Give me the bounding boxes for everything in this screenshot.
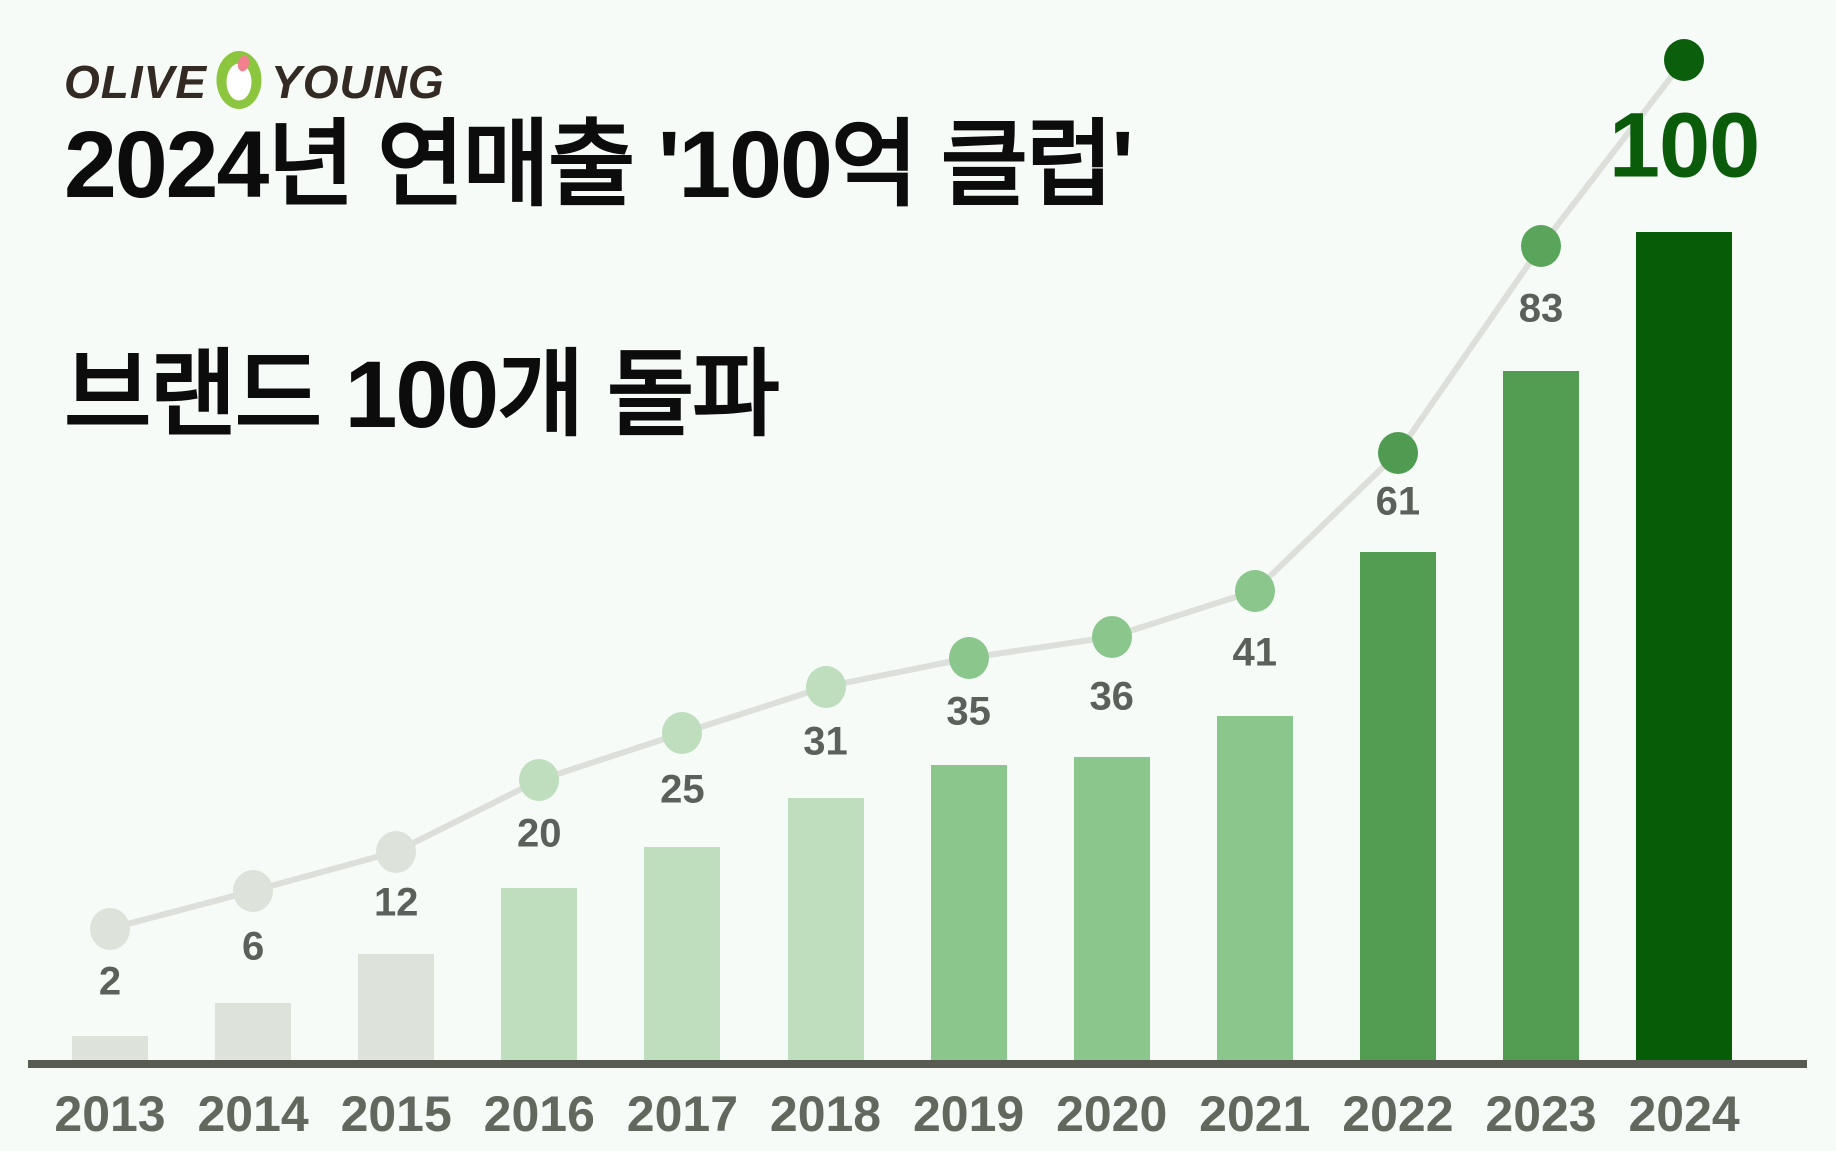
trend-dot-2023 <box>1521 225 1561 268</box>
page-title: 2024년 연매출 '100억 클럽' 브랜드 100개 돌파 <box>64 108 1134 453</box>
trend-dot-2022 <box>1377 431 1418 474</box>
year-label-2014: 2014 <box>197 1086 309 1142</box>
year-label-2023: 2023 <box>1485 1086 1597 1142</box>
value-label-2022: 61 <box>1375 479 1421 524</box>
page-title-line1: 2024년 연매출 '100억 클럽' <box>64 112 1134 218</box>
trend-dot-2018 <box>805 665 846 708</box>
bar-2019 <box>930 765 1007 1060</box>
value-label-2024: 100 <box>1608 94 1760 197</box>
x-axis-line <box>28 1060 1807 1068</box>
year-label-2022: 2022 <box>1342 1086 1454 1142</box>
logo-word-olive: OLIVE <box>64 56 208 108</box>
year-label-2024: 2024 <box>1628 1086 1740 1142</box>
trend-dot-2014 <box>233 869 274 912</box>
bar-2018 <box>787 797 864 1060</box>
trend-dot-2013 <box>90 907 130 950</box>
olive-young-logo: OLIVE YOUNG <box>64 50 445 110</box>
value-label-2018: 31 <box>803 719 848 764</box>
trend-dot-2024 <box>1664 39 1705 81</box>
year-label-2018: 2018 <box>769 1086 882 1142</box>
bar-2015 <box>358 953 435 1060</box>
year-label-2013: 2013 <box>54 1086 166 1142</box>
trend-dot-2021 <box>1234 569 1275 612</box>
year-label-2021: 2021 <box>1199 1086 1311 1142</box>
bar-2023 <box>1503 371 1579 1060</box>
bar-2017 <box>644 847 721 1060</box>
value-label-2020: 36 <box>1089 674 1134 719</box>
bar-2024 <box>1636 232 1733 1060</box>
value-label-2023: 83 <box>1518 286 1564 331</box>
value-label-2016: 20 <box>517 811 562 856</box>
trend-dot-2019 <box>948 637 989 679</box>
logo-word-young: YOUNG <box>271 56 445 108</box>
bar-2020 <box>1073 756 1150 1060</box>
olive-o-icon <box>216 51 262 109</box>
trend-dot-2017 <box>662 712 703 754</box>
value-label-2013: 2 <box>98 959 122 1004</box>
value-label-2014: 6 <box>241 924 265 969</box>
value-label-2021: 41 <box>1232 630 1278 675</box>
bar-2013 <box>72 1035 148 1060</box>
bar-2021 <box>1216 715 1293 1060</box>
value-label-2019: 35 <box>946 689 991 733</box>
value-label-2017: 25 <box>660 767 705 812</box>
value-label-2015: 12 <box>373 880 419 925</box>
year-label-2016: 2016 <box>483 1086 595 1142</box>
bar-2016 <box>501 888 578 1060</box>
year-label-2019: 2019 <box>912 1086 1025 1142</box>
bar-2014 <box>215 1002 292 1060</box>
year-label-2020: 2020 <box>1056 1086 1168 1142</box>
bar-2022 <box>1359 551 1436 1060</box>
page-title-line2: 브랜드 100개 돌파 <box>64 341 780 448</box>
year-label-2017: 2017 <box>626 1086 739 1142</box>
trend-dot-2020 <box>1091 615 1132 658</box>
trend-dot-2016 <box>519 759 560 801</box>
year-label-2015: 2015 <box>340 1086 452 1142</box>
trend-dot-2015 <box>376 830 417 873</box>
